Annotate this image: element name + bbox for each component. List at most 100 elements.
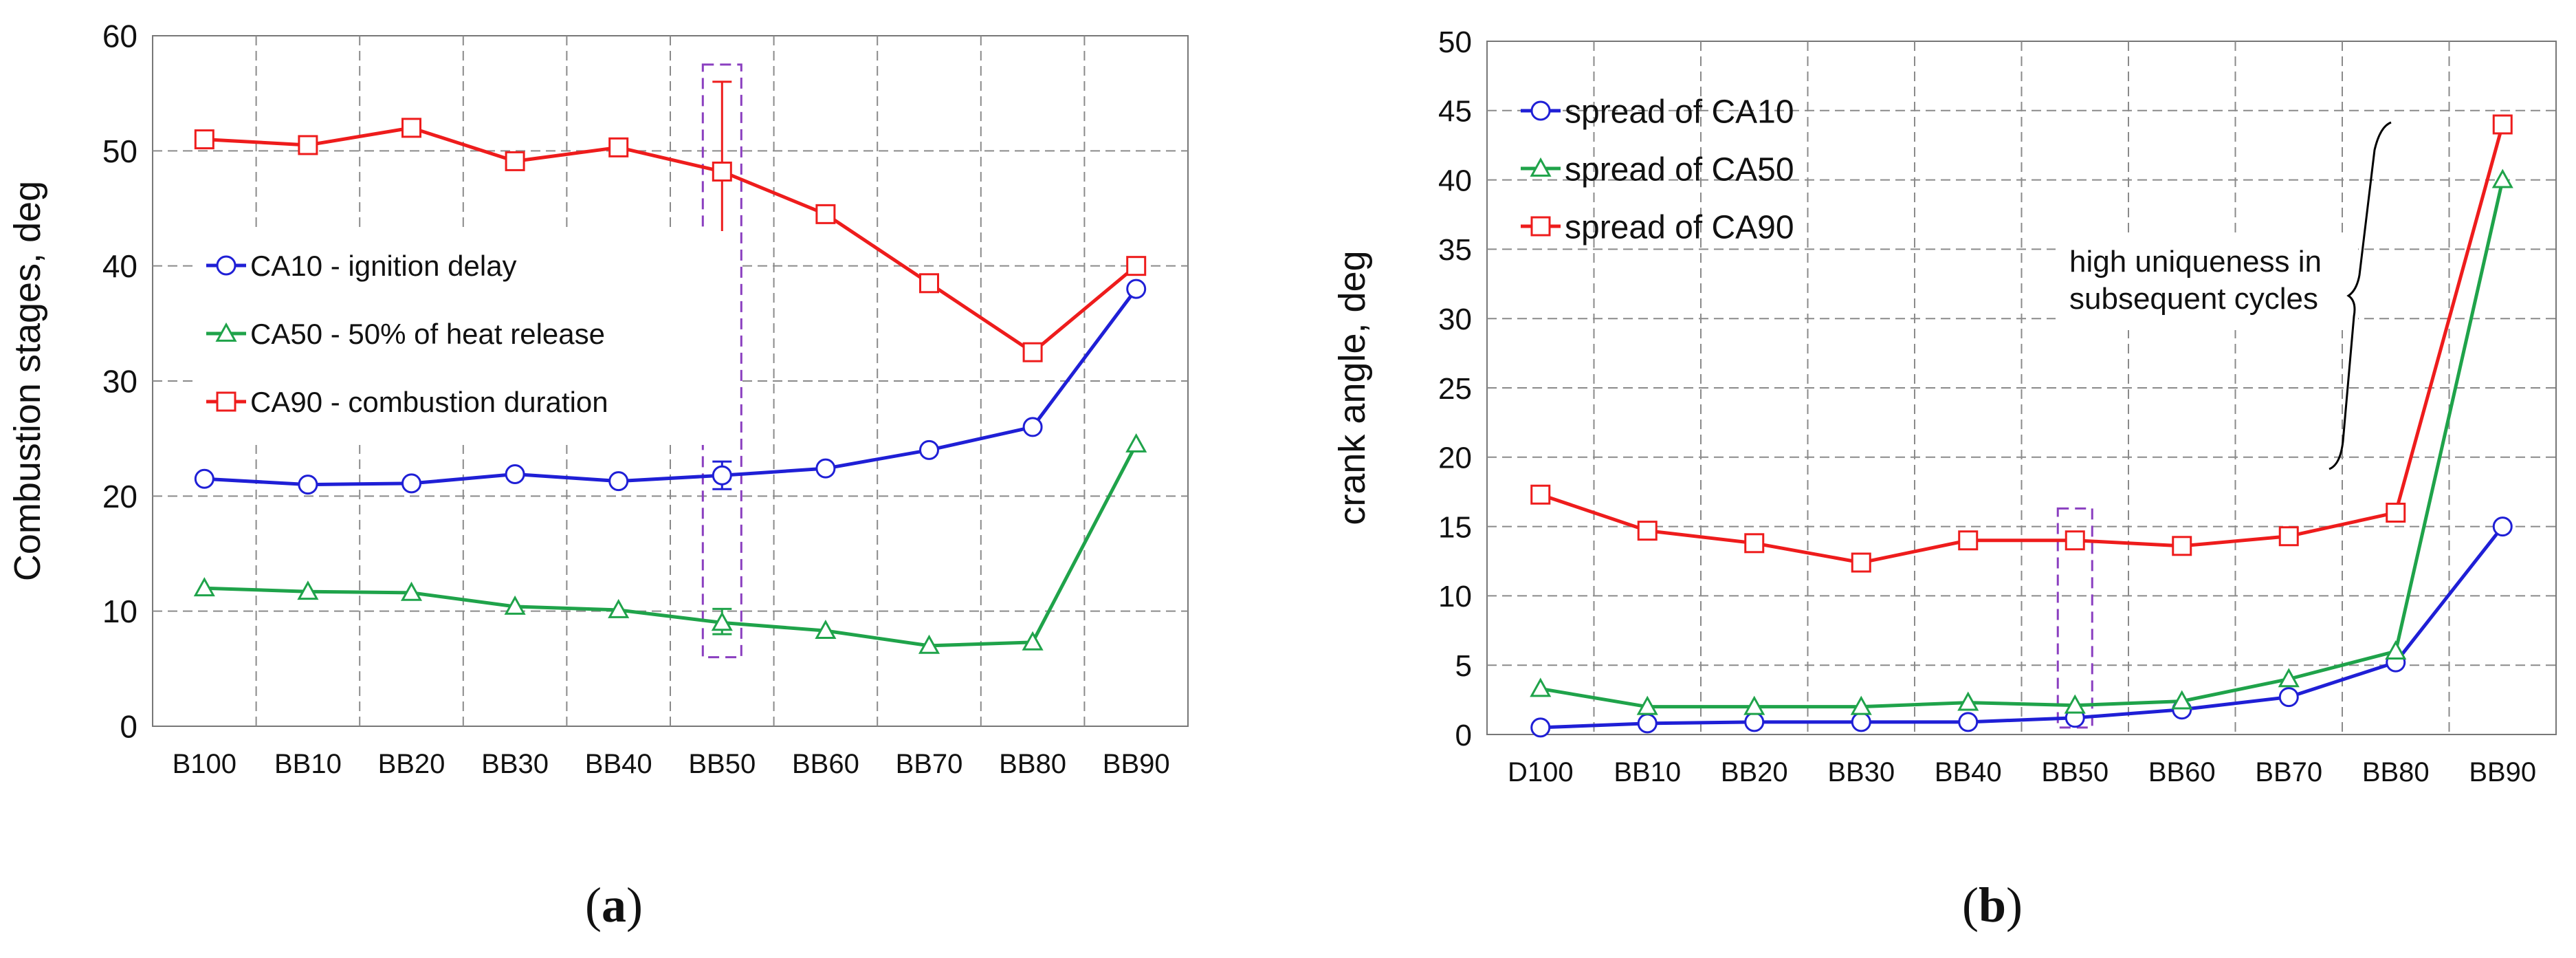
series-line-ca50-50-of: [204, 443, 1138, 648]
legend-box: [197, 231, 740, 445]
legend-swatch-marker: [1530, 157, 1552, 177]
data-point-square: [194, 129, 214, 150]
data-point-square: [1637, 521, 1658, 541]
annotation-text: high uniqueness in subsequent cycles: [2069, 245, 2322, 316]
y-tick-label: 20: [1438, 442, 1472, 475]
legend-entry: spread of CA90: [1565, 209, 1794, 246]
data-point-triangle: [193, 577, 215, 597]
legend-swatch-marker: [1530, 216, 1551, 237]
x-tick-label: BB30: [481, 749, 549, 779]
x-tick-label: BB40: [585, 749, 652, 779]
data-point-circle: [919, 439, 939, 460]
caption-letter: a: [602, 878, 626, 933]
data-point-triangle: [400, 581, 423, 601]
legend-swatch-marker: [216, 391, 236, 412]
legend-swatch-marker: [1530, 100, 1551, 121]
data-point-circle: [2278, 687, 2299, 708]
y-tick-label: 20: [102, 479, 137, 514]
x-tick-label: BB40: [1935, 757, 2002, 787]
y-tick-label: 15: [1438, 510, 1472, 544]
y-tick-label: 5: [1455, 649, 1472, 683]
series-line-spread-of-ca90: [1539, 124, 2505, 565]
annotation-box: [2056, 234, 2358, 330]
data-point-circle: [2492, 516, 2513, 537]
data-point-circle: [1530, 717, 1551, 738]
data-point-square: [2492, 114, 2513, 135]
panel-b-chart: 0 5 10 15 20 25 30 35 40 45 50 D100 BB10 BB20 BB30 BB40…: [1332, 25, 2557, 933]
data-point-triangle: [1022, 631, 1044, 651]
y-tick-label: 25: [1438, 372, 1472, 406]
y-tick-label: 30: [1438, 303, 1472, 336]
x-tick-label: BB90: [1103, 749, 1170, 779]
data-point-triangle: [1743, 695, 1765, 715]
x-tick-label: BB10: [1614, 757, 1681, 787]
legend-entry: spread of CA10: [1565, 94, 1794, 130]
legend-entry: CA50 - 50% of heat release: [250, 318, 605, 350]
data-point-circle: [815, 458, 836, 479]
data-point-circle: [1958, 712, 1979, 732]
x-tick-label: BB30: [1827, 757, 1895, 787]
legend-entry: CA10 - ignition delay: [250, 250, 517, 282]
data-point-square: [298, 135, 318, 155]
caption-letter: b: [1979, 878, 2006, 933]
caption-close-paren: ): [2006, 878, 2023, 933]
data-point-square: [1744, 533, 1765, 554]
legend-swatch-marker: [215, 322, 237, 342]
y-tick-label: 35: [1438, 233, 1472, 267]
data-point-square: [1958, 530, 1979, 551]
data-point-square: [815, 204, 836, 224]
data-point-triangle: [2385, 640, 2407, 660]
panel-caption: (b): [1962, 878, 2023, 933]
data-point-circle: [298, 475, 318, 495]
panel-a-chart: 0 10 20 30 40 50 60 B100 BB10 BB20 BB30 BB40 BB50 BB6…: [7, 19, 1189, 933]
annotation-brace: [2329, 121, 2392, 470]
legend-entry: CA90 - combustion duration: [250, 386, 608, 418]
data-point-square: [1126, 256, 1147, 276]
x-tick-label: BB10: [274, 749, 342, 779]
data-point-circle: [712, 465, 732, 486]
y-tick-label: 40: [1438, 164, 1472, 197]
data-point-triangle: [1530, 677, 1552, 697]
caption-open-paren: (: [585, 878, 602, 933]
data-point-square: [401, 118, 421, 138]
series-line-spread-of-ca10: [1540, 525, 2505, 730]
data-point-square: [2172, 536, 2192, 556]
data-point-triangle: [1850, 695, 1872, 715]
data-point-circle: [1022, 417, 1043, 437]
data-point-triangle: [711, 611, 733, 631]
x-tick-label: BB90: [2469, 757, 2536, 787]
x-tick-label: BB50: [2041, 757, 2109, 787]
data-point-square: [2065, 530, 2085, 551]
x-tick-label: BB70: [896, 749, 963, 779]
y-tick-label: 30: [102, 364, 137, 400]
data-point-square: [2278, 526, 2299, 547]
y-tick-label: 50: [1438, 25, 1472, 59]
data-point-triangle: [2491, 168, 2513, 188]
data-point-triangle: [504, 595, 526, 615]
x-tick-label: D100: [1508, 757, 1574, 787]
data-point-circle: [1126, 279, 1147, 299]
caption-open-paren: (: [1962, 878, 1979, 933]
data-point-triangle: [2278, 668, 2300, 688]
x-tick-label: BB80: [999, 749, 1066, 779]
y-axis-label: Combustion stages, deg: [7, 181, 48, 581]
data-point-square: [1022, 342, 1043, 362]
data-point-square: [1851, 552, 1871, 573]
legend-swatch-marker: [216, 255, 236, 276]
series-line-spread-of-ca50: [1540, 179, 2505, 709]
y-tick-label: 10: [1438, 580, 1472, 613]
y-axis-label: crank angle, deg: [1332, 250, 1373, 525]
data-point-triangle: [1636, 695, 1658, 715]
y-tick-label: 60: [102, 19, 137, 54]
data-point-circle: [194, 468, 214, 489]
data-point-triangle: [608, 598, 630, 618]
data-point-circle: [1637, 713, 1658, 734]
data-point-triangle: [1125, 433, 1147, 453]
y-tick-label: 0: [1455, 719, 1472, 752]
x-tick-label: BB20: [1721, 757, 1788, 787]
y-tick-label: 40: [102, 248, 137, 284]
panel-caption: (a): [585, 878, 643, 933]
data-point-circle: [1744, 712, 1765, 732]
data-point-square: [505, 151, 525, 171]
